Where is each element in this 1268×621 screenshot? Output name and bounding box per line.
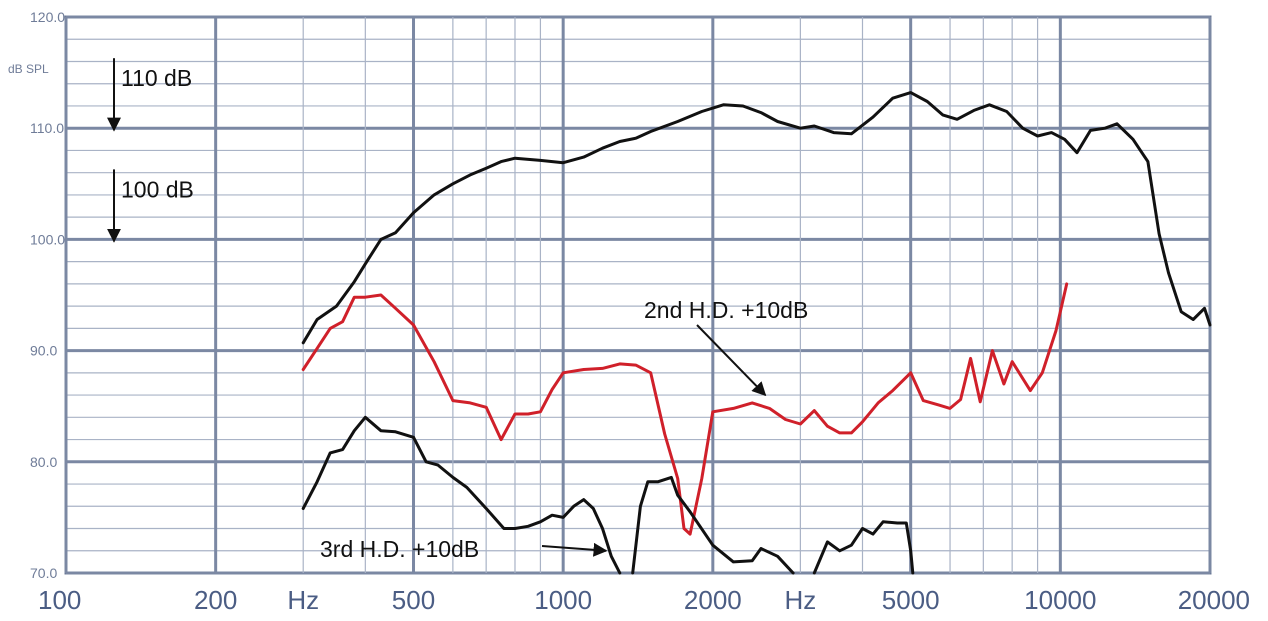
- x-tick-label: 1000: [534, 585, 592, 615]
- x-tick-label: 200: [194, 585, 237, 615]
- y-tick-label: 80.0: [30, 454, 57, 470]
- x-tick-label: 20000: [1178, 585, 1250, 615]
- y-tick-label: 120.0: [30, 9, 65, 25]
- series-line-3: [301, 415, 622, 575]
- annotation-3rd-hd-arrow: [541, 542, 608, 557]
- level-annotation-2: 100 dB: [121, 176, 194, 202]
- x-axis-ticks: 100 200 Hz 500 1000 2000 Hz 5000 10000 20000: [38, 585, 1250, 615]
- series-line-1: [301, 91, 1212, 345]
- annotation-2nd-hd: 2nd H.D. +10dB: [644, 297, 808, 323]
- y-tick-label: 90.0: [30, 343, 57, 359]
- annotation-2nd-hd-arrow: [696, 324, 767, 397]
- y-unit-label: dB SPL: [8, 62, 49, 76]
- annotations: 110 dB 100 dB 2nd H.D. +10dB 3rd H.D. +10dB: [107, 58, 808, 562]
- x-tick-label: 100: [38, 585, 81, 615]
- series-line-3: [631, 475, 795, 575]
- x-tick-label: 2000: [684, 585, 742, 615]
- x-tick-label: Hz: [287, 585, 319, 615]
- series-line-3: [812, 520, 915, 575]
- series-group: [301, 91, 1212, 575]
- level-annotation-1: 110 dB: [121, 65, 192, 91]
- annotation-3rd-hd: 3rd H.D. +10dB: [320, 536, 479, 562]
- series-line-2: [301, 282, 1069, 536]
- y-axis-ticks: 120.0 110.0 100.0 90.0 80.0 70.0: [30, 9, 65, 581]
- y-tick-label: 70.0: [30, 565, 57, 581]
- x-tick-label: 500: [392, 585, 435, 615]
- x-tick-label: 10000: [1024, 585, 1096, 615]
- y-tick-label: 100.0: [30, 231, 65, 247]
- x-tick-label: 5000: [882, 585, 940, 615]
- y-tick-label: 110.0: [30, 120, 64, 136]
- x-tick-label: Hz: [784, 585, 816, 615]
